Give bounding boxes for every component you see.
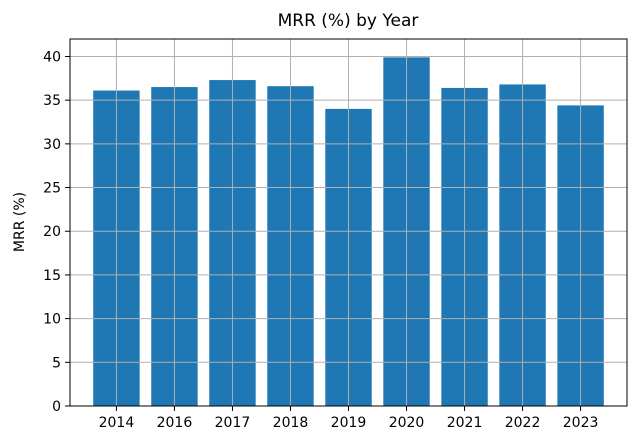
x-tick-label: 2019 xyxy=(331,415,367,431)
tick-labels: 0 5 10 15 20 25 30 35 40 2014 2016 2017 2018 2019 2020… xyxy=(43,49,598,431)
x-tick-label: 2022 xyxy=(505,415,541,431)
x-tick-label: 2016 xyxy=(157,415,193,431)
y-tick-label: 30 xyxy=(43,137,61,153)
y-tick-label: 5 xyxy=(52,355,61,371)
grid-lines xyxy=(70,39,627,407)
y-tick-label: 25 xyxy=(43,181,61,197)
y-tick-label: 35 xyxy=(43,93,61,109)
x-tick-label: 2014 xyxy=(99,415,135,431)
y-tick-label: 0 xyxy=(52,399,61,415)
y-tick-label: 10 xyxy=(43,312,61,328)
x-tick-label: 2020 xyxy=(389,415,425,431)
x-tick-label: 2018 xyxy=(273,415,309,431)
y-tick-label: 20 xyxy=(43,224,61,240)
y-tick-label: 15 xyxy=(43,268,61,284)
x-tick-label: 2021 xyxy=(447,415,483,431)
x-tick-label: 2017 xyxy=(215,415,251,431)
axes xyxy=(65,38,628,411)
chart-title: MRR (%) by Year xyxy=(278,11,419,31)
y-axis-label: MRR (%) xyxy=(12,192,28,252)
x-tick-label: 2023 xyxy=(563,415,599,431)
y-tick-label: 40 xyxy=(43,49,61,65)
